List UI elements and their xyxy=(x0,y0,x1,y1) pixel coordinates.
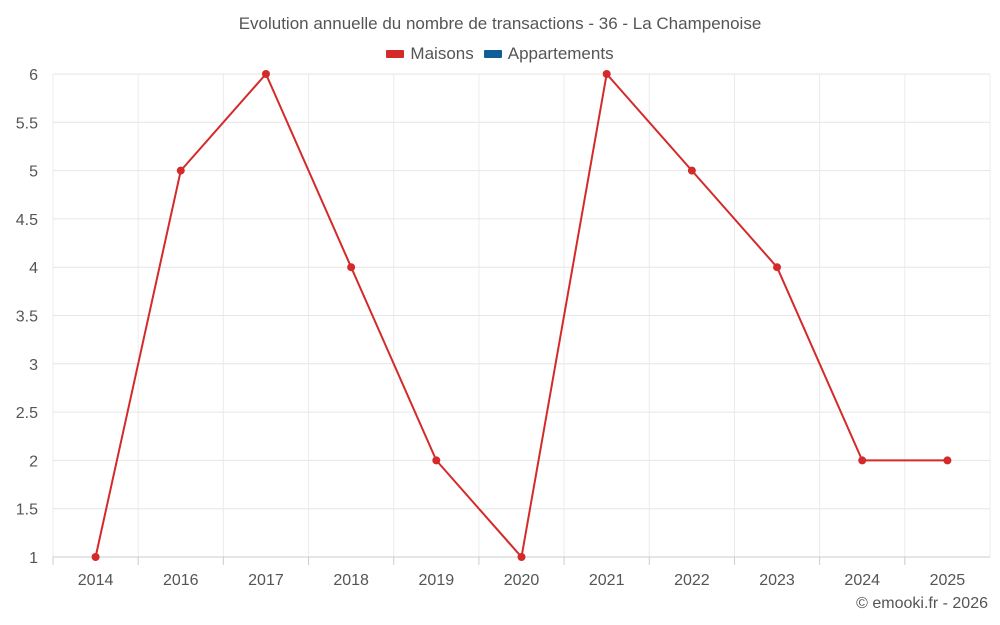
credits[interactable]: © emooki.fr - 2026 xyxy=(856,595,988,612)
data-point-maisons xyxy=(432,456,441,465)
x-tick-label: 2016 xyxy=(163,572,199,589)
y-tick-label: 5 xyxy=(29,164,38,181)
x-tick-label: 2017 xyxy=(248,572,284,589)
x-tick-label: 2014 xyxy=(78,572,114,589)
x-tick-label: 2021 xyxy=(589,572,625,589)
data-point-maisons xyxy=(943,456,952,465)
data-point-maisons xyxy=(347,263,356,272)
legend-label-maisons: Maisons xyxy=(410,44,474,63)
x-tick-label: 2025 xyxy=(930,572,966,589)
data-point-maisons xyxy=(91,553,100,561)
y-tick-label: 1.5 xyxy=(16,502,38,519)
x-tick-label: 2018 xyxy=(333,572,369,589)
legend: Maisons Appartements xyxy=(0,44,1000,64)
y-tick-label: 3.5 xyxy=(16,309,38,326)
x-tick-label: 2024 xyxy=(844,572,880,589)
chart-title: Evolution annuelle du nombre de transact… xyxy=(238,14,762,33)
x-tick-label: 2023 xyxy=(759,572,795,589)
legend-swatch-appartements xyxy=(483,50,502,58)
legend-item-maisons[interactable]: Maisons xyxy=(386,44,474,64)
y-tick-label: 1 xyxy=(29,550,38,567)
y-tick-label: 3 xyxy=(29,357,38,374)
x-tick-label: 2019 xyxy=(419,572,455,589)
data-point-maisons xyxy=(517,553,526,561)
y-tick-label: 4.5 xyxy=(16,212,38,229)
y-tick-label: 4 xyxy=(29,260,38,277)
y-tick-label: 5.5 xyxy=(16,115,38,132)
x-tick-label: 2020 xyxy=(504,572,540,589)
data-point-maisons xyxy=(176,166,185,175)
legend-swatch-maisons xyxy=(386,50,405,58)
data-point-maisons xyxy=(687,166,696,175)
legend-label-appartements: Appartements xyxy=(507,44,614,63)
x-tick-label: 2022 xyxy=(674,572,710,589)
y-tick-label: 6 xyxy=(29,67,38,84)
legend-item-appartements[interactable]: Appartements xyxy=(483,44,614,64)
data-point-maisons xyxy=(858,456,867,465)
y-tick-label: 2 xyxy=(29,453,38,470)
data-point-maisons xyxy=(602,70,611,78)
data-point-maisons xyxy=(261,70,270,78)
y-tick-label: 2.5 xyxy=(16,405,38,422)
data-point-maisons xyxy=(773,263,782,272)
